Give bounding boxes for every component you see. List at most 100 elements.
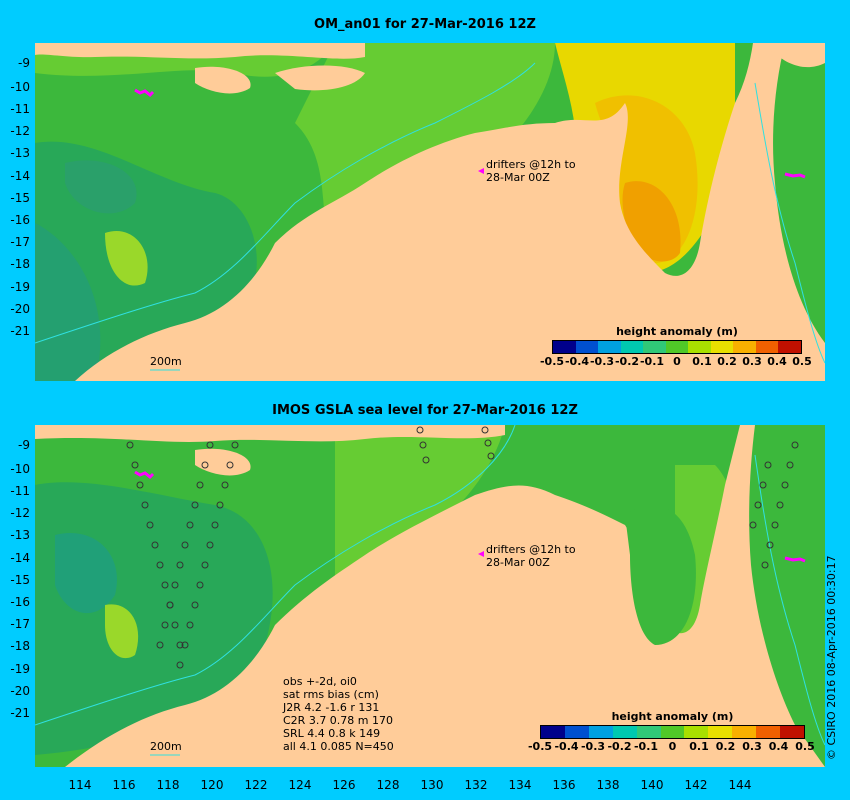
latitude-tick-label: -13 bbox=[10, 146, 30, 160]
colorbar-tick-label: -0.5 bbox=[527, 740, 553, 753]
longitude-tick-label: 140 bbox=[640, 778, 664, 792]
bottom-map-canvas bbox=[35, 425, 825, 767]
longitude-tick-label: 138 bbox=[596, 778, 620, 792]
anomaly-patch bbox=[105, 604, 139, 659]
bottom-latitude-axis: -9 -10 -11 -12 -13 -14 -15 -16 -17 -18 -19 -20 -21 bbox=[0, 425, 30, 767]
latitude-tick-label: -18 bbox=[10, 257, 30, 271]
land-new-guinea bbox=[753, 43, 825, 68]
colorbar-segment bbox=[588, 726, 613, 738]
top-drifter-note: drifters @12h to 28-Mar 00Z bbox=[486, 158, 576, 184]
colorbar-segment bbox=[756, 726, 781, 738]
stats-line: all 4.1 0.085 N=450 bbox=[283, 740, 394, 753]
latitude-tick-label: -15 bbox=[10, 573, 30, 587]
colorbar-segment bbox=[732, 726, 757, 738]
colorbar-tick-label: -0.2 bbox=[607, 740, 632, 753]
colorbar-tick-label: 0 bbox=[668, 740, 677, 753]
latitude-tick-label: -14 bbox=[10, 551, 30, 565]
latitude-tick-label: -14 bbox=[10, 169, 30, 183]
anomaly-patch bbox=[622, 181, 681, 262]
longitude-tick-label: 116 bbox=[112, 778, 136, 792]
colorbar-tick-label: 0.1 bbox=[689, 740, 709, 753]
stats-line: sat rms bias (cm) bbox=[283, 688, 379, 701]
longitude-tick-label: 136 bbox=[552, 778, 576, 792]
longitude-tick-label: 134 bbox=[508, 778, 532, 792]
colorbar-segment bbox=[620, 341, 644, 353]
colorbar-tick-label: -0.5 bbox=[539, 355, 565, 368]
altimetry-stats: obs +-2d, oi0 sat rms bias (cm) J2R 4.2 … bbox=[283, 675, 394, 753]
colorbar-tick-label: 0 bbox=[673, 355, 681, 368]
drifter-track bbox=[134, 470, 155, 480]
colorbar-segment bbox=[553, 341, 576, 353]
colorbar-title: height anomaly (m) bbox=[616, 325, 738, 338]
land-australia bbox=[75, 43, 825, 381]
colorbar-segment bbox=[684, 726, 709, 738]
longitude-tick-label: 126 bbox=[332, 778, 356, 792]
anomaly-patch bbox=[65, 160, 137, 214]
drifter-legend-marker bbox=[478, 168, 484, 174]
colorbar-segment bbox=[688, 341, 711, 353]
colorbar-segment bbox=[780, 726, 804, 738]
stats-line: J2R 4.2 -1.6 r 131 bbox=[283, 701, 380, 714]
land-island bbox=[275, 65, 365, 91]
colorbar-tick-label: 0.5 bbox=[792, 355, 812, 368]
top-map[interactable] bbox=[35, 43, 825, 381]
colorbar-tick-label: 0.5 bbox=[795, 740, 815, 753]
colorbar-segment bbox=[665, 341, 689, 353]
latitude-tick-label: -18 bbox=[10, 639, 30, 653]
longitude-tick-label: 132 bbox=[464, 778, 488, 792]
latitude-tick-label: -9 bbox=[18, 56, 30, 70]
longitude-axis: 114 116 118 120 122 124 126 128 130 132 134 136 138 1… bbox=[0, 778, 850, 794]
latitude-tick-label: -16 bbox=[10, 595, 30, 609]
latitude-tick-label: -11 bbox=[10, 102, 30, 116]
colorbar-segment bbox=[755, 341, 779, 353]
bottom-map[interactable] bbox=[35, 425, 825, 767]
colorbar-segment bbox=[612, 726, 637, 738]
contour-200m bbox=[35, 62, 536, 344]
colorbar-segment bbox=[598, 341, 621, 353]
latitude-tick-label: -12 bbox=[10, 124, 30, 138]
stats-line: obs +-2d, oi0 bbox=[283, 675, 357, 688]
bottom-panel-title: IMOS GSLA sea level for 27-Mar-2016 12Z bbox=[272, 403, 578, 418]
colorbar-tick-label: 0.1 bbox=[692, 355, 712, 368]
land-northern-islands bbox=[35, 425, 505, 442]
latitude-tick-label: -20 bbox=[10, 302, 30, 316]
top-map-canvas bbox=[35, 43, 825, 381]
longitude-tick-label: 144 bbox=[728, 778, 752, 792]
latitude-tick-label: -10 bbox=[10, 80, 30, 94]
latitude-tick-label: -12 bbox=[10, 506, 30, 520]
drifter-track bbox=[784, 172, 806, 179]
colorbar-tick-label: 0.4 bbox=[767, 355, 787, 368]
gulf-ocean bbox=[625, 505, 696, 645]
latitude-tick-label: -13 bbox=[10, 528, 30, 542]
latitude-tick-label: -15 bbox=[10, 191, 30, 205]
top-panel-title: OM_an01 for 27-Mar-2016 12Z bbox=[314, 17, 536, 32]
bottom-scale-label: 200m bbox=[150, 740, 182, 753]
latitude-tick-label: -19 bbox=[10, 280, 30, 294]
latitude-tick-label: -19 bbox=[10, 662, 30, 676]
contour-200m bbox=[754, 454, 825, 746]
anomaly-patch bbox=[35, 223, 101, 381]
colorbar-segment bbox=[778, 341, 802, 353]
land-northern-islands bbox=[35, 43, 365, 59]
longitude-tick-label: 128 bbox=[376, 778, 400, 792]
top-latitude-axis: -9 -10 -11 -12 -13 -14 -15 -16 -17 -18 -19 -20 -21 bbox=[0, 43, 30, 381]
colorbar-tick-label: 0.2 bbox=[715, 740, 736, 753]
latitude-tick-label: -21 bbox=[10, 324, 30, 338]
drifter-legend-marker bbox=[478, 551, 484, 557]
bottom-colorbar: height anomaly (m) -0.5 -0.4 -0.3 -0.2 -0.1 0… bbox=[528, 710, 815, 753]
latitude-tick-label: -20 bbox=[10, 684, 30, 698]
satellite-track-circles bbox=[126, 426, 799, 669]
colorbar-ticks: -0.5 -0.4 -0.3 -0.2 -0.1 0 0.1 0.2 0.3 0.4 0.5 bbox=[528, 739, 815, 753]
colorbar-tick-label: -0.4 bbox=[564, 355, 590, 368]
anomaly-patch bbox=[55, 533, 117, 614]
colorbar-segment bbox=[643, 341, 666, 353]
longitude-tick-label: 130 bbox=[420, 778, 444, 792]
bottom-drifter-note: drifters @12h to 28-Mar 00Z bbox=[486, 543, 576, 569]
anomaly-patch bbox=[335, 425, 505, 585]
contour-200m bbox=[35, 425, 516, 726]
longitude-tick-label: 118 bbox=[156, 778, 180, 792]
drifter-track bbox=[134, 88, 155, 98]
drifter-note-line1: drifters @12h to bbox=[486, 158, 576, 171]
colorbar-tick-label: -0.2 bbox=[614, 355, 640, 368]
drifter-track bbox=[784, 556, 806, 563]
